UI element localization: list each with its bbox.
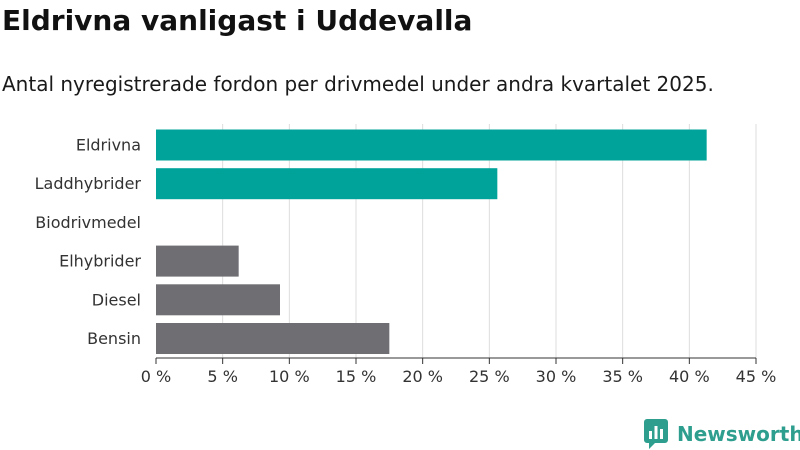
category-label: Laddhybrider (35, 174, 142, 193)
chart-subtitle: Antal nyregistrerade fordon per drivmede… (2, 72, 714, 96)
category-label: Biodrivmedel (35, 213, 141, 232)
category-label: Elhybrider (59, 252, 141, 271)
bar (156, 245, 239, 277)
x-tick-label: 25 % (469, 367, 510, 386)
x-tick-label: 35 % (602, 367, 643, 386)
x-tick-label: 10 % (269, 367, 310, 386)
x-tick-label: 0 % (141, 367, 171, 386)
x-tick-label: 15 % (336, 367, 377, 386)
x-tick-label: 20 % (402, 367, 443, 386)
newsworthy-logo[interactable]: Newsworthy (644, 419, 800, 449)
x-tick-label: 45 % (736, 367, 777, 386)
category-label: Eldrivna (76, 136, 141, 155)
category-label: Diesel (92, 290, 141, 309)
bar (156, 284, 280, 316)
newsworthy-logo-icon (644, 419, 668, 449)
chart-title: Eldrivna vanligast i Uddevalla (2, 4, 473, 37)
bar (156, 323, 390, 354)
bar (156, 168, 498, 200)
x-tick-label: 40 % (669, 367, 710, 386)
x-tick-label: 30 % (536, 367, 577, 386)
category-label: Bensin (87, 329, 141, 348)
x-tick-label: 5 % (207, 367, 237, 386)
brand-name: Newsworthy (677, 422, 800, 446)
bar (156, 129, 707, 161)
